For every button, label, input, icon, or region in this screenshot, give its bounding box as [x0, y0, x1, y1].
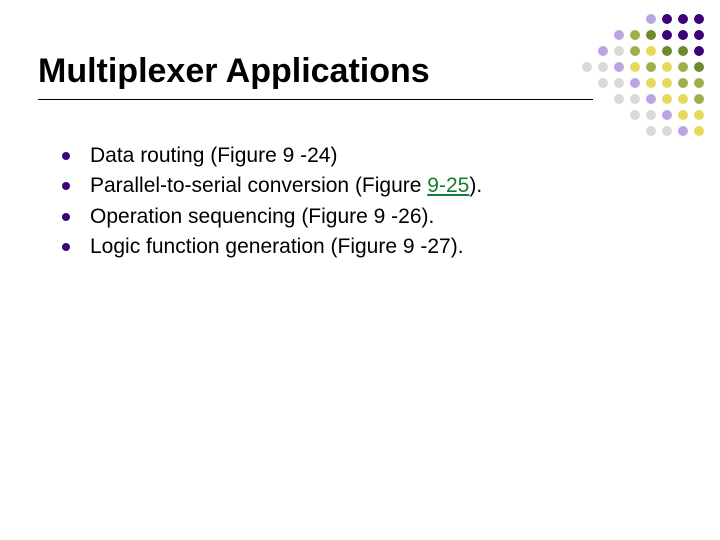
bullet-icon	[62, 213, 70, 221]
bullet-text: Data routing (Figure 9 -24)	[90, 142, 337, 170]
bullet-text: Operation sequencing (Figure 9 -26).	[90, 203, 434, 231]
deco-dot	[662, 14, 672, 24]
deco-dot	[646, 30, 656, 40]
deco-dot	[646, 110, 656, 120]
bullet-text: Parallel-to-serial conversion (Figure 9-…	[90, 172, 482, 200]
deco-dot	[598, 78, 608, 88]
deco-dot	[662, 46, 672, 56]
deco-dot	[678, 94, 688, 104]
bullet-text-post: ).	[469, 174, 482, 197]
title-block: Multiplexer Applications	[38, 52, 598, 100]
deco-dot	[614, 46, 624, 56]
deco-dot	[694, 110, 704, 120]
deco-dot	[662, 30, 672, 40]
deco-dot	[630, 62, 640, 72]
deco-dot	[630, 46, 640, 56]
bullet-text-pre: Data routing (Figure 9 -24)	[90, 144, 337, 167]
deco-dot	[598, 46, 608, 56]
deco-dot	[678, 14, 688, 24]
deco-dot	[678, 110, 688, 120]
body-text: Data routing (Figure 9 -24) Parallel-to-…	[62, 142, 622, 263]
deco-dot	[630, 94, 640, 104]
list-item: Data routing (Figure 9 -24)	[62, 142, 622, 170]
deco-dot	[662, 126, 672, 136]
deco-dot	[694, 78, 704, 88]
deco-dot	[598, 62, 608, 72]
bullet-text-pre: Operation sequencing (Figure 9 -26).	[90, 205, 434, 228]
deco-dot	[662, 94, 672, 104]
deco-dot	[678, 46, 688, 56]
deco-dot	[694, 94, 704, 104]
bullet-icon	[62, 243, 70, 251]
deco-dot	[630, 78, 640, 88]
deco-dot	[614, 30, 624, 40]
bullet-icon	[62, 152, 70, 160]
deco-dot	[646, 78, 656, 88]
deco-dot	[678, 62, 688, 72]
slide-title: Multiplexer Applications	[38, 52, 598, 97]
deco-dot	[614, 94, 624, 104]
deco-dot	[678, 78, 688, 88]
deco-dot	[694, 62, 704, 72]
deco-dot	[630, 30, 640, 40]
deco-dot	[662, 62, 672, 72]
list-item: Parallel-to-serial conversion (Figure 9-…	[62, 172, 622, 200]
decorative-dot-grid	[582, 14, 706, 138]
deco-dot	[694, 30, 704, 40]
deco-dot	[694, 14, 704, 24]
deco-dot	[662, 78, 672, 88]
title-underline	[38, 99, 593, 100]
deco-dot	[646, 62, 656, 72]
deco-dot	[694, 126, 704, 136]
deco-dot	[646, 94, 656, 104]
deco-dot	[678, 126, 688, 136]
deco-dot	[614, 62, 624, 72]
deco-dot	[662, 110, 672, 120]
list-item: Logic function generation (Figure 9 -27)…	[62, 233, 622, 261]
figure-link[interactable]: 9-25	[427, 174, 469, 197]
deco-dot	[678, 30, 688, 40]
deco-dot	[646, 46, 656, 56]
deco-dot	[630, 110, 640, 120]
deco-dot	[694, 46, 704, 56]
slide: Multiplexer Applications Data routing (F…	[0, 0, 720, 540]
deco-dot	[646, 14, 656, 24]
bullet-text: Logic function generation (Figure 9 -27)…	[90, 233, 464, 261]
bullet-icon	[62, 182, 70, 190]
bullet-text-pre: Logic function generation (Figure 9 -27)…	[90, 235, 464, 258]
deco-dot	[614, 78, 624, 88]
list-item: Operation sequencing (Figure 9 -26).	[62, 203, 622, 231]
deco-dot	[646, 126, 656, 136]
bullet-text-pre: Parallel-to-serial conversion (Figure	[90, 174, 427, 197]
